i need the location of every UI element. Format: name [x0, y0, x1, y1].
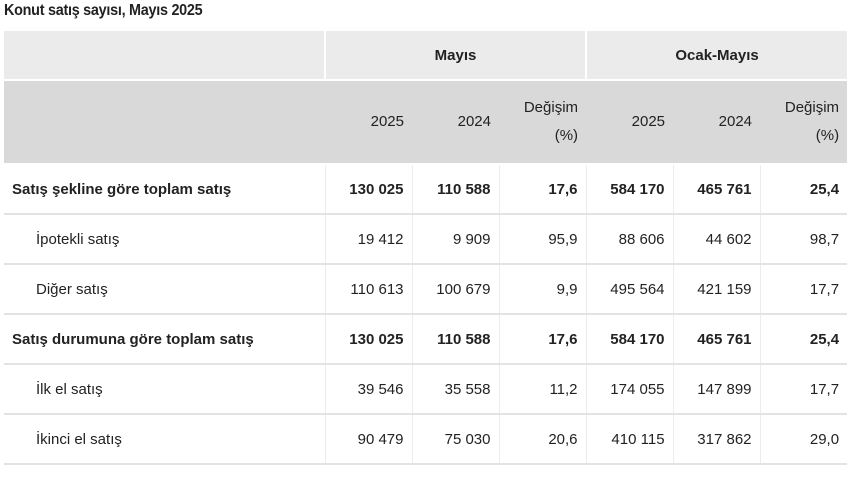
col-may-2025: 2025 — [325, 80, 412, 165]
cell-jm-2025: 584 170 — [586, 164, 674, 215]
group-header-row: Mayıs Ocak-Mayıs — [4, 31, 848, 81]
cell-jm-2024: 147 899 — [673, 364, 761, 415]
cell-may-2025: 39 546 — [325, 364, 413, 415]
cell-may-2025: 130 025 — [325, 164, 413, 215]
cell-may-change: 11,2 — [499, 364, 587, 415]
table-row: Diğer satış 110 613 100 679 9,9 495 564 … — [4, 264, 848, 315]
cell-may-2025: 130 025 — [325, 314, 413, 365]
cell-jm-change: 17,7 — [760, 364, 848, 415]
cell-may-2024: 110 588 — [412, 164, 500, 215]
cell-jm-change: 25,4 — [760, 314, 848, 365]
table-row: İpotekli satış 19 412 9 909 95,9 88 606 … — [4, 214, 848, 265]
table-row: İkinci el satış 90 479 75 030 20,6 410 1… — [4, 414, 848, 465]
cell-may-2024: 110 588 — [412, 314, 500, 365]
col-may-change-unit: (%) — [554, 127, 579, 144]
cell-jm-2025: 174 055 — [586, 364, 674, 415]
row-label: Satış durumuna göre toplam satış — [4, 314, 326, 365]
cell-jm-2025: 584 170 — [586, 314, 674, 365]
group-header-may: Mayıs — [323, 31, 587, 81]
cell-jm-2024: 465 761 — [673, 164, 761, 215]
group-header-jan-may: Ocak-Mayıs — [585, 31, 848, 81]
cell-may-2024: 75 030 — [412, 414, 500, 465]
col-jm-change-unit: (%) — [815, 127, 840, 144]
col-may-change-label: Değişim — [523, 99, 579, 116]
table-title: Konut satış sayısı, Mayıs 2025 — [4, 2, 203, 19]
row-label: İpotekli satış — [4, 214, 326, 265]
cell-may-change: 17,6 — [499, 314, 587, 365]
cell-may-change: 95,9 — [499, 214, 587, 265]
cell-jm-change: 98,7 — [760, 214, 848, 265]
cell-jm-2025: 410 115 — [586, 414, 674, 465]
cell-may-2024: 9 909 — [412, 214, 500, 265]
cell-jm-2024: 421 159 — [673, 264, 761, 315]
cell-may-change: 9,9 — [499, 264, 587, 315]
cell-jm-change: 29,0 — [760, 414, 848, 465]
cell-jm-2024: 44 602 — [673, 214, 761, 265]
table-row: Satış durumuna göre toplam satış 130 025… — [4, 314, 848, 365]
col-jm-2025: 2025 — [586, 80, 674, 165]
col-jm-2024: 2024 — [673, 80, 761, 165]
cell-jm-2024: 317 862 — [673, 414, 761, 465]
cell-jm-2025: 88 606 — [586, 214, 674, 265]
table-row: Satış şekline göre toplam satış 130 025 … — [4, 164, 848, 215]
cell-may-2024: 35 558 — [412, 364, 500, 415]
sub-header-row: 2025 2024 Değişim (%) 2025 2024 Değişim … — [4, 80, 848, 165]
sub-header-corner — [4, 80, 325, 165]
row-label: Satış şekline göre toplam satış — [4, 164, 326, 215]
cell-jm-change: 25,4 — [760, 164, 848, 215]
cell-may-change: 17,6 — [499, 164, 587, 215]
cell-jm-change: 17,7 — [760, 264, 848, 315]
housing-sales-table: Mayıs Ocak-Mayıs 2025 2024 Değişim (%) 2… — [4, 31, 848, 465]
cell-may-2025: 110 613 — [325, 264, 413, 315]
header-corner — [4, 31, 325, 81]
cell-may-2025: 90 479 — [325, 414, 413, 465]
row-label: Diğer satış — [4, 264, 326, 315]
col-may-2024: 2024 — [412, 80, 499, 165]
row-label: İkinci el satış — [4, 414, 326, 465]
cell-jm-2025: 495 564 — [586, 264, 674, 315]
col-jm-change: Değişim (%) — [760, 80, 848, 165]
cell-may-change: 20,6 — [499, 414, 587, 465]
table-row: İlk el satış 39 546 35 558 11,2 174 055 … — [4, 364, 848, 415]
row-label: İlk el satış — [4, 364, 326, 415]
col-may-change: Değişim (%) — [499, 80, 587, 165]
col-jm-change-label: Değişim — [784, 99, 840, 116]
cell-may-2025: 19 412 — [325, 214, 413, 265]
cell-jm-2024: 465 761 — [673, 314, 761, 365]
cell-may-2024: 100 679 — [412, 264, 500, 315]
